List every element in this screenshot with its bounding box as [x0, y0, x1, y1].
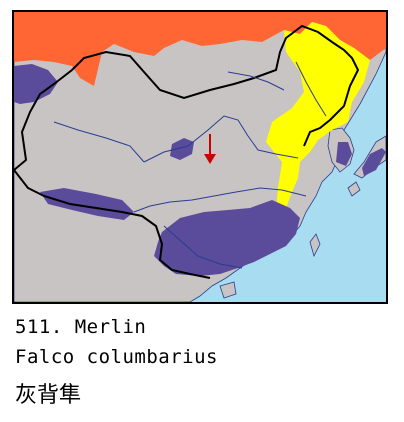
country-border [14, 24, 360, 171]
species-latin-name: Falco columbarius [15, 346, 218, 368]
country-border-southwest [14, 169, 211, 279]
river-yellow [143, 115, 299, 163]
range-map-svg [14, 12, 386, 302]
resident-range-south [154, 200, 300, 276]
breeding-range-north [14, 12, 386, 86]
river-northeast [295, 61, 327, 117]
resident-range-japan [362, 148, 386, 176]
species-chinese-name: 灰背隼 [15, 383, 82, 408]
river-north [227, 71, 285, 91]
winter-range-northeast [266, 22, 370, 210]
resident-range-west [14, 64, 58, 104]
land-taiwan [309, 233, 321, 258]
river-south [163, 225, 243, 269]
river-west [53, 121, 145, 163]
species-number-label: 511. Merlin [15, 316, 147, 338]
resident-range-southwest [40, 188, 134, 220]
resident-range-korea [336, 142, 352, 166]
land-japan-south [347, 181, 361, 197]
land-hainan [219, 281, 237, 299]
river-yangtze [133, 187, 307, 213]
resident-range-central [170, 138, 194, 160]
vagrant-arrow [204, 134, 216, 164]
range-map [12, 10, 388, 304]
